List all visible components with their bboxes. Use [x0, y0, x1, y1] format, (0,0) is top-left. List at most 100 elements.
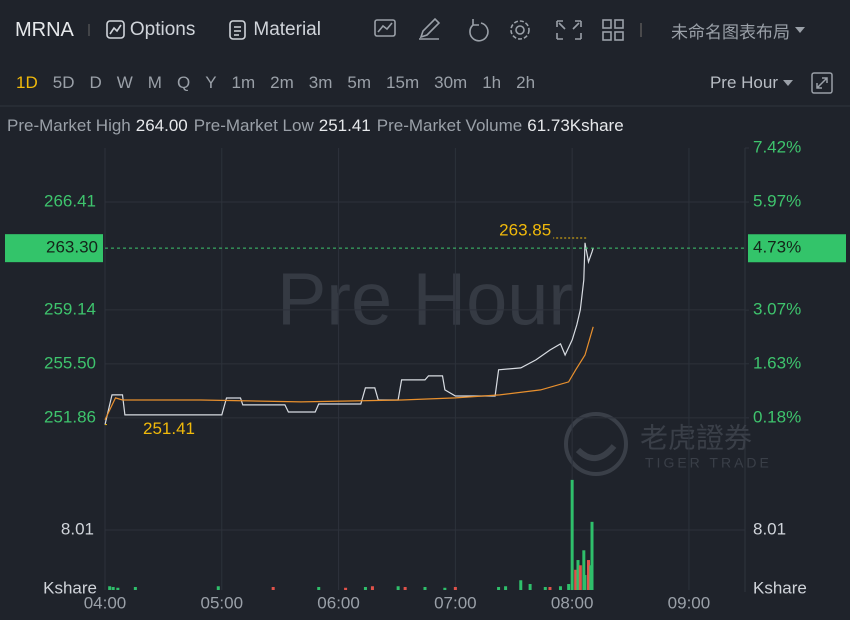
period-button[interactable]: 30m: [434, 73, 468, 92]
volume-bar: [453, 587, 457, 590]
period-button[interactable]: Q: [176, 73, 191, 92]
current-price-box: [5, 234, 103, 263]
period-button[interactable]: 5m: [347, 73, 372, 92]
y2-tick-label: 5.97%: [753, 192, 801, 211]
volume-bar: [578, 565, 582, 590]
stat-label: Pre-Market Low: [193, 116, 314, 135]
volume-bar: [443, 587, 447, 590]
annotation-label: 263.85: [499, 220, 551, 239]
volume-bar: [583, 575, 587, 590]
top-toolbar: MRNA Options Material 未命名图表布局: [0, 0, 850, 60]
volume-tick-label: 8.01: [61, 519, 94, 538]
volume-bar: [570, 479, 574, 590]
volume-bar: [317, 587, 321, 590]
period-button[interactable]: 2h: [516, 73, 536, 92]
x-tick-label: 04:00: [84, 593, 127, 612]
dropdown-icon: [794, 27, 805, 33]
brand-en: TIGER TRADE: [645, 455, 772, 471]
brand: 老虎證券: [640, 422, 752, 453]
separator: [88, 24, 90, 36]
volume-bar: [497, 587, 501, 590]
y-tick-label: 259.14: [44, 299, 96, 318]
stat-label: Pre-Market High: [7, 116, 131, 135]
volume-bar: [116, 587, 120, 590]
y2-tick-label: 3.07%: [753, 300, 801, 319]
volume-bar: [567, 584, 571, 590]
volume-bar: [519, 580, 523, 590]
y-tick-label: 266.41: [44, 191, 96, 210]
layout-name[interactable]: 未命名图表布局: [670, 22, 790, 42]
current-price-label: 263.30: [46, 238, 98, 257]
x-tick-label: 08:00: [551, 593, 594, 612]
y-tick-label: 255.50: [44, 353, 96, 372]
brand-logo: [564, 412, 628, 476]
volume-bar: [133, 587, 137, 590]
x-tick-label: 05:00: [201, 593, 244, 612]
period-button[interactable]: M: [147, 73, 162, 92]
period-button[interactable]: 5D: [52, 73, 75, 92]
watermark: Pre Hour: [277, 258, 573, 341]
volume-tick-label: 8.01: [753, 519, 786, 538]
volume-bar: [528, 584, 532, 590]
x-tick-label: 09:00: [668, 593, 711, 612]
period-button[interactable]: D: [89, 73, 102, 92]
volume-bar: [403, 587, 407, 590]
stat-value: 264.00: [135, 116, 188, 135]
volume-bar: [216, 586, 220, 590]
price-line: [104, 242, 594, 425]
volume-unit: Kshare: [43, 578, 97, 597]
stat-label: Pre-Market Volume: [376, 116, 523, 135]
period-button[interactable]: W: [116, 73, 133, 92]
volume-unit: Kshare: [753, 578, 807, 597]
period-button[interactable]: 15m: [386, 73, 420, 92]
dropdown-icon: [783, 80, 793, 86]
volume-bar: [587, 560, 591, 590]
volume-bar: [363, 587, 367, 590]
material-icon: [229, 20, 247, 40]
period-button[interactable]: 1h: [482, 73, 502, 92]
volume-bar: [582, 550, 586, 590]
options-button[interactable]: Options: [129, 19, 196, 40]
x-tick-label: 07:00: [434, 593, 477, 612]
period-button[interactable]: Y: [205, 73, 217, 92]
period-button[interactable]: 2m: [270, 73, 294, 92]
stats-line: Pre-Market High 264.00 Pre-Market Low 251.4…: [7, 116, 630, 136]
volume-bar: [543, 587, 547, 590]
stat-value: 61.73Kshare: [527, 116, 624, 135]
volume-bar: [271, 587, 275, 590]
volume-bar: [504, 586, 508, 590]
session-select[interactable]: Pre Hour: [709, 73, 778, 92]
material-button[interactable]: Material: [253, 19, 321, 40]
y2-tick-label: 7.42%: [753, 137, 801, 156]
expand-icon[interactable]: [810, 71, 834, 95]
volume-bar: [108, 586, 112, 590]
x-tick-label: 06:00: [317, 593, 360, 612]
tool-icons: [374, 17, 642, 42]
annotation-label: 251.41: [143, 419, 195, 438]
volume-bar: [111, 587, 115, 590]
volume-bar: [370, 586, 374, 590]
period-button[interactable]: 1m: [231, 73, 256, 92]
current-pct-label: 4.73%: [753, 238, 801, 257]
y-tick-label: 251.86: [44, 407, 96, 426]
periods: 1D 5D D W M Q Y 1m 2m 3m 5m 15m 30m 1h 2h: [16, 73, 550, 93]
price-line: [104, 326, 594, 421]
stat-value: 251.41: [318, 116, 371, 135]
volume-bar: [558, 586, 562, 590]
volume-bar: [423, 587, 427, 590]
current-pct-box: [748, 234, 846, 263]
volume-bar: [574, 569, 578, 590]
period-bar: 1D 5D D W M Q Y 1m 2m 3m 5m 15m 30m 1h 2h Pre Hour: [0, 64, 850, 102]
symbol[interactable]: MRNA: [15, 18, 74, 41]
y2-tick-label: 0.18%: [753, 407, 801, 426]
volume-bar: [576, 560, 580, 590]
volume-bar: [396, 586, 400, 590]
period-button[interactable]: 3m: [308, 73, 333, 92]
y2-tick-label: 1.63%: [753, 353, 801, 372]
volume-bar: [548, 587, 552, 590]
volume-bar: [590, 521, 594, 590]
volume-bar: [344, 587, 348, 590]
period-button[interactable]: 1D: [16, 73, 38, 92]
